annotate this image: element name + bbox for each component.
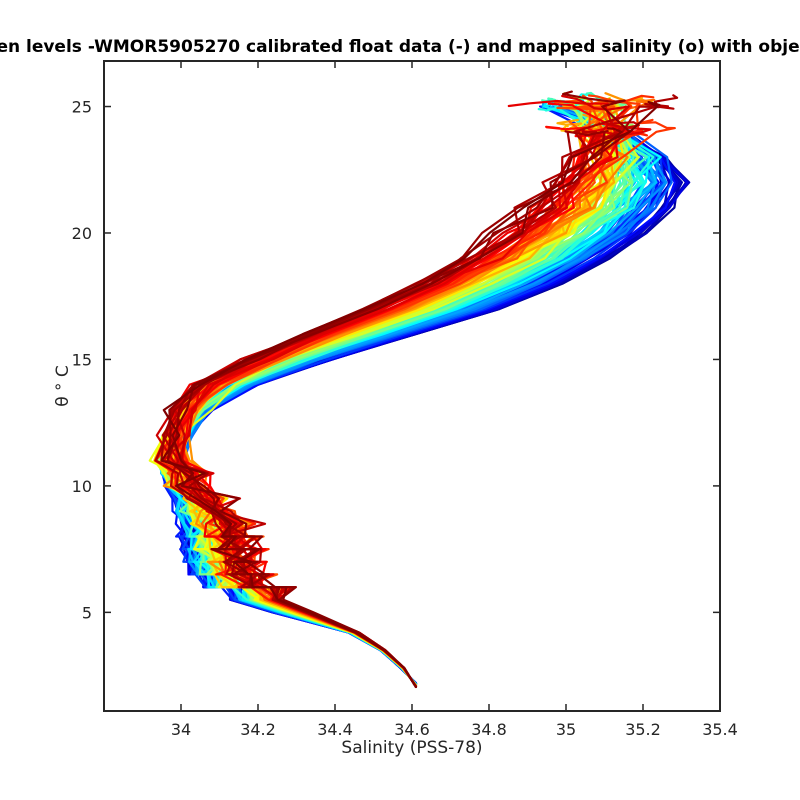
profile-line xyxy=(171,127,623,688)
profile-line xyxy=(160,100,661,689)
x-tick-label: 35 xyxy=(556,720,576,739)
y-tick-label: 10 xyxy=(72,477,92,496)
x-tick-label: 35.2 xyxy=(625,720,661,739)
x-axis: 34 34.2 34.4 34.6 34.8 35 35.2 35.4 xyxy=(171,61,738,739)
y-tick-label: 15 xyxy=(72,350,92,369)
y-tick-label: 20 xyxy=(72,224,92,243)
x-tick-label: 34 xyxy=(171,720,191,739)
x-tick-label: 35.4 xyxy=(702,720,738,739)
y-axis-label: θ ° C xyxy=(53,365,73,407)
x-tick-label: 34.4 xyxy=(317,720,353,739)
chart-title: OW chosen levels -WMOR5905270 calibrated… xyxy=(0,37,800,57)
y-axis: 5 10 15 20 25 xyxy=(72,98,720,622)
x-tick-label: 34.6 xyxy=(394,720,430,739)
profile-lines xyxy=(148,90,691,689)
x-tick-label: 34.2 xyxy=(240,720,276,739)
y-tick-label: 25 xyxy=(72,98,92,117)
x-tick-label: 34.8 xyxy=(471,720,507,739)
y-tick-label: 5 xyxy=(82,603,92,622)
x-axis-label: Salinity (PSS-78) xyxy=(341,738,482,758)
